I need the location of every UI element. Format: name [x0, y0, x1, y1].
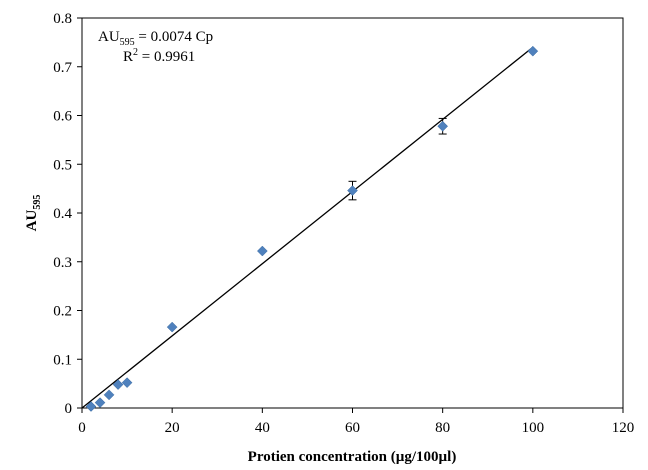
linear-trendline: [81, 46, 534, 409]
trendline-group: [81, 46, 534, 409]
data-point: [166, 321, 178, 333]
y-axis-ticks: 0 0.1 0.2 0.3 0.4 0.5 0.6 0.7 0.8: [53, 11, 82, 417]
error-bars: [348, 117, 447, 201]
plot-area-border: [81, 17, 624, 409]
data-point: [121, 377, 133, 389]
y-tick-label: 0: [65, 401, 73, 417]
x-tick-label: 80: [435, 420, 450, 436]
equation-annotation: AU595 = 0.0074 Cp: [98, 29, 213, 48]
x-tick-label: 0: [78, 420, 86, 436]
x-tick-label: 120: [612, 420, 635, 436]
data-point: [103, 389, 115, 401]
x-tick-label: 40: [255, 420, 270, 436]
x-tick-label: 20: [165, 420, 180, 436]
x-axis-ticks: 0 20 40 60 80 100 120: [78, 408, 634, 436]
data-point: [112, 379, 124, 390]
y-tick-label: 0.7: [53, 60, 72, 76]
y-tick-label: 0.4: [53, 206, 72, 222]
y-tick-label: 0.6: [53, 109, 72, 125]
data-point: [256, 245, 268, 257]
data-point: [527, 45, 539, 57]
data-point: [347, 185, 358, 196]
y-tick-label: 0.1: [53, 352, 72, 368]
y-tick-label: 0.8: [53, 11, 72, 27]
x-axis-title: Protien concentration (µg/100µl): [248, 449, 457, 465]
data-point: [94, 397, 106, 408]
y-tick-label: 0.5: [53, 157, 72, 173]
y-tick-label: 0.2: [53, 304, 72, 320]
y-tick-label: 0.3: [53, 255, 72, 271]
data-point: [85, 401, 97, 412]
y-axis-title: AU595: [24, 195, 43, 232]
data-point: [437, 120, 449, 132]
data-points: [85, 45, 539, 412]
x-tick-label: 60: [345, 420, 360, 436]
x-tick-label: 100: [522, 420, 545, 436]
r-squared-annotation: R2 = 0.9961: [123, 47, 195, 65]
